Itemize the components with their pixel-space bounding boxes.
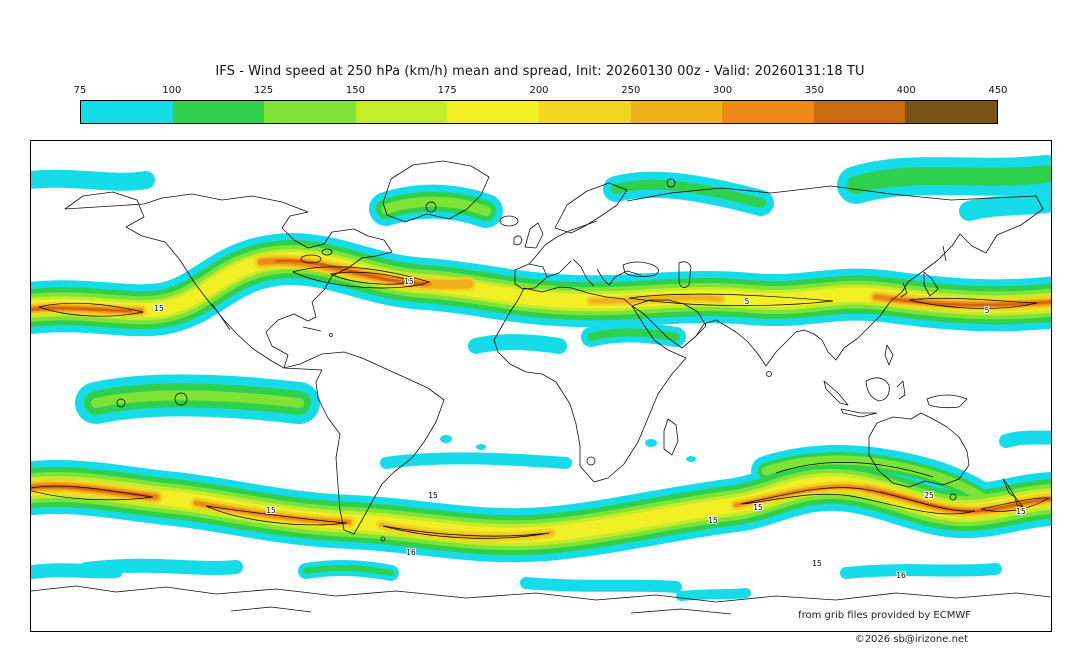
- coastlines: [31, 160, 1051, 615]
- contour-label: 25: [924, 491, 934, 500]
- colorbar-tick-label: 200: [529, 85, 549, 96]
- page-title: IFS - Wind speed at 250 hPa (km/h) mean …: [215, 64, 865, 79]
- contour-label: 5: [985, 306, 990, 315]
- colorbar-tick-label: 250: [621, 85, 641, 96]
- colorbar-segment: [81, 101, 173, 123]
- colorbar-segment: [905, 101, 997, 123]
- colorbar-tick-label: 400: [896, 85, 916, 96]
- contour-label: 15: [1016, 507, 1026, 516]
- colorbar-segment: [722, 101, 814, 123]
- contour-label: 15: [154, 304, 164, 313]
- colorbar-segment: [538, 101, 631, 123]
- colorbar-tick-label: 175: [437, 85, 457, 96]
- colorbar-tick-label: 125: [254, 85, 274, 96]
- colorbar-segment: [447, 101, 539, 123]
- contour-label: 15: [266, 506, 276, 515]
- colorbar-tick-label: 150: [345, 85, 365, 96]
- colorbar-tick-label: 450: [988, 85, 1008, 96]
- contour-label: 16: [896, 571, 906, 580]
- contour-label: 15: [812, 559, 822, 568]
- colorbar-tick-label: 300: [713, 85, 733, 96]
- credit-source: from grib files provided by ECMWF: [798, 610, 971, 621]
- contour-label: 16: [406, 548, 416, 557]
- colorbar-segment: [630, 101, 723, 123]
- colorbar-segment: [355, 101, 448, 123]
- wind-band-lightgreen: [31, 196, 1051, 551]
- contour-label: 15: [753, 503, 763, 512]
- world-map-canvas: 15 15 5 5 15 15 16 15 15 25 15 16 15: [31, 155, 1051, 615]
- colorbar-segment: [813, 101, 906, 123]
- colorbar-scale: [80, 100, 998, 124]
- contour-label: 15: [404, 277, 414, 286]
- contour-label: 15: [428, 491, 438, 500]
- colorbar: 75 100 125 150 175 200 250 300 350 400 450: [74, 85, 1008, 124]
- colorbar-tick-label: 350: [804, 85, 824, 96]
- colorbar-segment: [172, 101, 265, 123]
- colorbar-segment: [264, 101, 356, 123]
- credit-copyright: ©2026 sb@irizone.net: [854, 634, 968, 645]
- contour-label-layer: 15 15 5 5 15 15 16 15 15 25 15 16 15: [153, 276, 1027, 581]
- colorbar-tick-labels: 75 100 125 150 175 200 250 300 350 400 450: [74, 85, 1008, 100]
- colorbar-tick-label: 75: [73, 85, 87, 96]
- colorbar-tick-label: 100: [162, 85, 182, 96]
- world-map: 15 15 5 5 15 15 16 15 15 25 15 16 15 from grib files…: [30, 140, 1052, 632]
- spread-contours: [31, 178, 1051, 539]
- contour-label: 15: [708, 516, 718, 525]
- contour-label: 5: [745, 297, 750, 306]
